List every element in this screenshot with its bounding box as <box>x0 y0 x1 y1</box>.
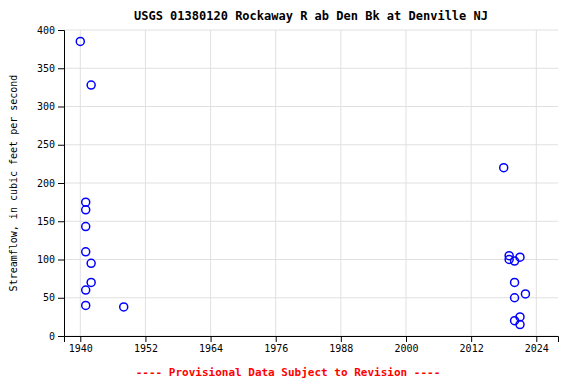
y-tick: 350 <box>37 63 64 74</box>
y-tick-mark <box>58 30 64 31</box>
y-tick: 250 <box>37 139 64 150</box>
x-tick: 2000 <box>394 336 418 354</box>
x-tick-label: 2000 <box>394 343 418 354</box>
x-axis-line <box>65 337 559 343</box>
x-tick: 2024 <box>525 336 549 354</box>
x-tick: 1988 <box>329 336 353 354</box>
x-tick: 1940 <box>69 336 93 354</box>
x-tick-label: 1952 <box>134 343 158 354</box>
scatter-point <box>76 37 84 45</box>
scatter-point <box>516 313 524 321</box>
scatter-point <box>511 294 519 302</box>
x-tick-mark <box>276 336 277 342</box>
y-tick-mark <box>58 260 64 261</box>
y-tick-mark <box>58 298 64 299</box>
y-grid-line <box>64 68 558 69</box>
footer-annotation: ---- Provisional Data Subject to Revisio… <box>136 366 441 379</box>
x-tick: 2012 <box>460 336 484 354</box>
plot-area <box>76 37 529 328</box>
y-axis-title: Streamflow, in cubic feet per second <box>8 75 19 292</box>
y-tick-label: 150 <box>37 216 55 227</box>
scatter-point <box>87 81 95 89</box>
scatter-point <box>500 164 508 172</box>
y-tick-label: 50 <box>43 292 55 303</box>
scatter-point <box>82 223 90 231</box>
chart-title: USGS 01380120 Rockaway R ab Den Bk at De… <box>134 9 488 23</box>
x-tick-label: 1964 <box>199 343 223 354</box>
y-tick-mark <box>58 107 64 108</box>
y-tick-label: 0 <box>49 331 55 342</box>
y-tick-mark <box>58 336 64 337</box>
scatter-point <box>516 321 524 329</box>
x-tick-label: 1940 <box>69 343 93 354</box>
y-tick-label: 250 <box>37 139 55 150</box>
chart-svg: 1940 1952 1964 1976 1988 2000 2012 2024 0 50 100 15… <box>0 0 576 384</box>
y-tick-label: 300 <box>37 101 55 112</box>
scatter-point <box>82 198 90 206</box>
y-grid-line <box>64 297 558 298</box>
y-tick-label: 100 <box>37 254 55 265</box>
y-tick-label: 350 <box>37 63 55 74</box>
x-axis: 1940 1952 1964 1976 1988 2000 2012 2024 <box>65 336 559 354</box>
y-tick: 50 <box>43 292 64 303</box>
x-tick-mark <box>406 336 407 342</box>
y-tick-mark <box>58 183 64 184</box>
x-tick-mark <box>211 336 212 342</box>
x-tick: 1964 <box>199 336 223 354</box>
scatter-point <box>82 248 90 256</box>
y-tick-label: 400 <box>37 25 55 36</box>
y-tick-label: 200 <box>37 178 55 189</box>
y-grid-line <box>64 221 558 222</box>
x-tick-label: 1988 <box>329 343 353 354</box>
y-tick: 100 <box>37 254 64 265</box>
x-tick: 1952 <box>134 336 158 354</box>
x-tick: 1976 <box>264 336 288 354</box>
scatter-point <box>516 253 524 261</box>
grid <box>64 30 558 336</box>
y-axis: 0 50 100 150 200 250 300 350 400 <box>37 25 65 342</box>
y-grid-line <box>64 144 558 145</box>
x-tick-label: 2012 <box>460 343 484 354</box>
scatter-point <box>82 206 90 214</box>
y-tick-mark <box>58 221 64 222</box>
x-tick-mark <box>145 336 146 342</box>
y-tick: 0 <box>49 331 64 342</box>
scatter-point <box>87 259 95 267</box>
y-tick: 200 <box>37 178 64 189</box>
x-tick-label: 2024 <box>525 343 549 354</box>
x-tick-mark <box>536 336 537 342</box>
scatter-point <box>521 290 529 298</box>
scatter-point <box>511 278 519 286</box>
y-tick-mark <box>58 68 64 69</box>
x-tick-mark <box>471 336 472 342</box>
x-tick-mark <box>80 336 81 342</box>
y-tick-mark <box>58 145 64 146</box>
y-grid-line <box>64 106 558 107</box>
y-tick: 300 <box>37 101 64 112</box>
x-tick-mark <box>341 336 342 342</box>
y-grid-line <box>64 30 558 31</box>
scatter-point <box>82 301 90 309</box>
scatter-point <box>120 303 128 311</box>
chart-container: 1940 1952 1964 1976 1988 2000 2012 2024 0 50 100 15… <box>0 0 576 384</box>
scatter-point <box>87 278 95 286</box>
y-axis-line <box>58 31 65 337</box>
x-tick-label: 1976 <box>264 343 288 354</box>
y-grid-line <box>64 259 558 260</box>
scatter-point <box>82 286 90 294</box>
y-tick: 400 <box>37 25 64 36</box>
y-grid-line <box>64 183 558 184</box>
y-tick: 150 <box>37 216 64 227</box>
